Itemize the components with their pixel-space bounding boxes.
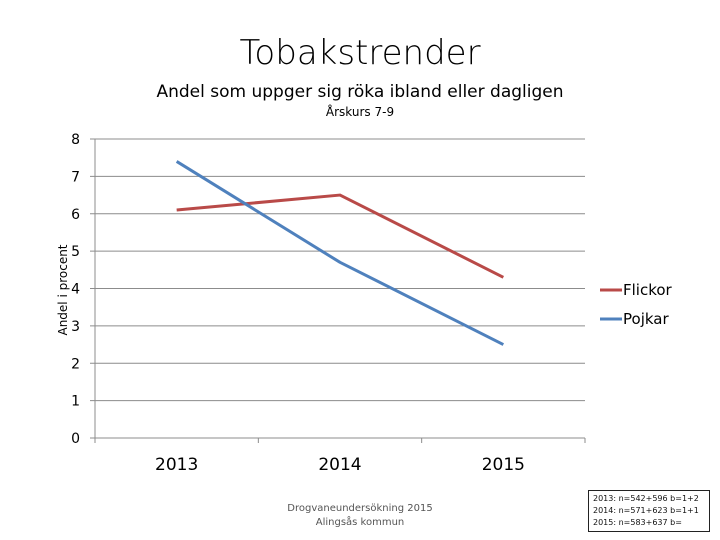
y-tick-label: 5: [71, 244, 80, 260]
y-axis-label: Andel i procent: [56, 244, 70, 335]
legend-label: Pojkar: [623, 310, 669, 328]
x-tick-label: 2013: [155, 455, 198, 475]
y-tick-label: 1: [71, 394, 80, 410]
chart-subtitle: Andel som uppger sig röka ibland eller d…: [156, 82, 563, 102]
note-2015: 2015: n=583+637 b=: [593, 518, 682, 527]
series-line-flickor: [176, 193, 505, 279]
x-tick-label: 2014: [318, 455, 361, 475]
y-tick-label: 4: [71, 282, 80, 298]
y-tick-label: 3: [71, 319, 80, 335]
y-tick-label: 0: [71, 431, 80, 447]
x-tick-label: 2015: [482, 455, 525, 475]
note-2013: 2013: n=542+596 b=1+2: [593, 494, 699, 503]
y-tick-label: 7: [71, 169, 80, 185]
note-2014: 2014: n=571+623 b=1+1: [593, 506, 699, 515]
source-line-1: Drogvaneundersökning 2015: [287, 503, 432, 514]
y-tick-label: 8: [71, 132, 80, 148]
y-tick-label: 6: [71, 207, 80, 223]
axes: [90, 138, 586, 443]
legend: Flickor Pojkar: [600, 281, 673, 328]
chart-title: Tobakstrender: [239, 33, 480, 73]
y-tick-labels: 0 1 2 3 4 5 6 7 8: [71, 132, 80, 447]
legend-label: Flickor: [623, 281, 673, 299]
gridlines: [95, 138, 585, 402]
chart-subtitle-grade: Årskurs 7-9: [326, 104, 394, 119]
y-tick-label: 2: [71, 356, 80, 372]
x-tick-labels: 2013 2014 2015: [155, 455, 525, 475]
series-lines: [175, 160, 505, 346]
source-line-2: Alingsås kommun: [316, 515, 405, 528]
sample-size-notes: 2013: n=542+596 b=1+2 2014: n=571+623 b=…: [588, 490, 710, 532]
